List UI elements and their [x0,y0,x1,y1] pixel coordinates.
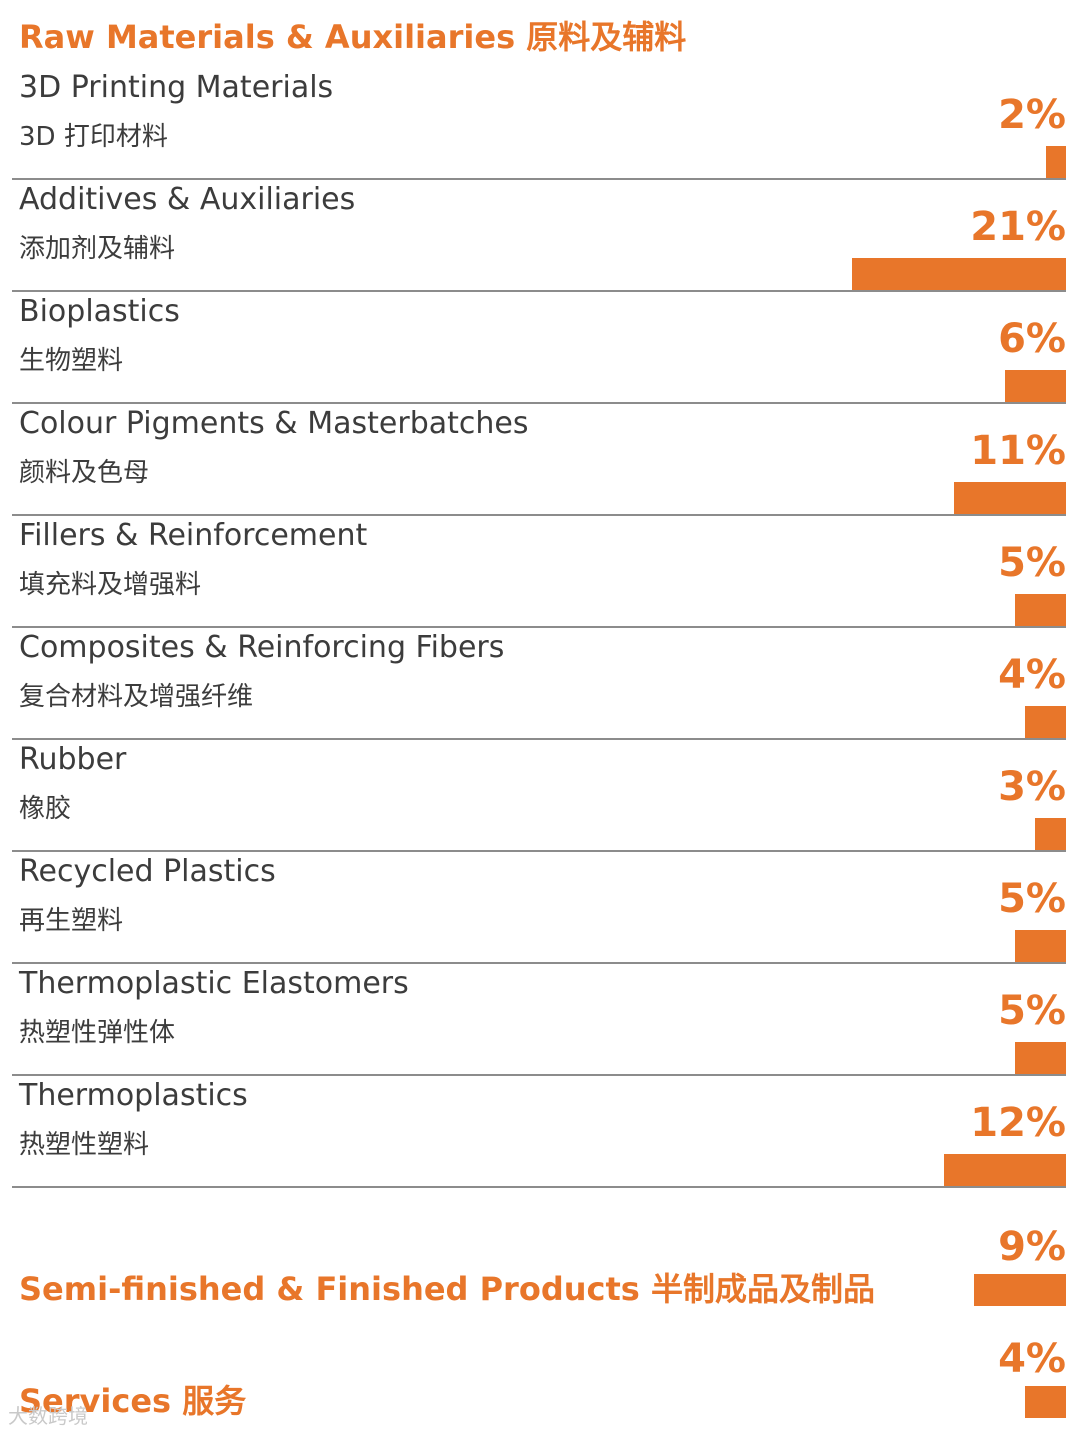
bar [1025,706,1066,738]
value-label: 3% [998,764,1066,810]
category-label-en: Colour Pigments & Masterbatches [19,406,529,441]
row-divider [12,962,1066,964]
value-label: 5% [998,988,1066,1034]
bar [1005,370,1066,402]
value-label: 5% [998,540,1066,586]
watermark-text: 大数跨境 [8,1404,88,1428]
bar [852,258,1066,290]
group-bar [974,1274,1066,1306]
row-divider [12,738,1066,740]
category-label-en: Additives & Auxiliaries [19,182,356,217]
value-label: 21% [970,204,1066,250]
bar [1015,594,1066,626]
category-label-en: Thermoplastics [19,1078,248,1113]
value-label: 5% [998,876,1066,922]
category-label-zh: 热塑性塑料 [19,1130,150,1160]
bar [954,482,1066,514]
category-label-en: Recycled Plastics [19,854,276,889]
category-label-zh: 再生塑料 [19,906,124,936]
category-row: 3D Printing Materials 3D 打印材料 2% [12,68,1066,180]
row-divider [12,850,1066,852]
bar [1046,146,1066,178]
category-label-zh: 颜料及色母 [19,458,150,488]
category-row: Thermoplastic Elastomers 热塑性弹性体 5% [12,964,1066,1076]
category-row: Colour Pigments & Masterbatches 颜料及色母 11% [12,404,1066,516]
value-label: 4% [998,652,1066,698]
category-row: Fillers & Reinforcement 填充料及增强料 5% [12,516,1066,628]
value-label: 12% [970,1100,1066,1146]
value-label: 11% [970,428,1066,474]
category-row: Recycled Plastics 再生塑料 5% [12,852,1066,964]
category-label-en: Bioplastics [19,294,180,329]
bar [944,1154,1066,1186]
category-label-en: Thermoplastic Elastomers [19,966,409,1001]
category-label-en: 3D Printing Materials [19,70,334,105]
row-divider [12,514,1066,516]
row-divider [12,626,1066,628]
category-label-zh: 添加剂及辅料 [19,234,176,264]
group-title: Semi-finished & Finished Products 半制成品及制… [19,1270,875,1308]
row-divider [12,290,1066,292]
bar [1015,930,1066,962]
value-label: 2% [998,92,1066,138]
category-row: Bioplastics 生物塑料 6% [12,292,1066,404]
category-label-zh: 复合材料及增强纤维 [19,682,254,712]
category-label-zh: 填充料及增强料 [19,570,202,600]
category-label-zh: 3D 打印材料 [19,122,168,152]
category-row: Thermoplastics 热塑性塑料 12% [12,1076,1066,1188]
raw-materials-title: Raw Materials & Auxiliaries 原料及辅料 [19,18,687,56]
group-bar [1025,1386,1066,1418]
category-label-zh: 热塑性弹性体 [19,1018,176,1048]
category-label-en: Composites & Reinforcing Fibers [19,630,505,665]
bar [1015,1042,1066,1074]
category-row: Rubber 橡胶 3% [12,740,1066,852]
category-label-zh: 橡胶 [19,794,72,824]
category-label-en: Rubber [19,742,127,777]
category-label-zh: 生物塑料 [19,346,124,376]
row-divider [12,1186,1066,1188]
category-label-en: Fillers & Reinforcement [19,518,368,553]
value-label: 6% [998,316,1066,362]
bar [1035,818,1066,850]
row-divider [12,1074,1066,1076]
group-value-label: 4% [998,1336,1066,1382]
category-row: Composites & Reinforcing Fibers 复合材料及增强纤维… [12,628,1066,740]
row-divider [12,402,1066,404]
group-title: Services 服务 [19,1382,247,1420]
category-row: Additives & Auxiliaries 添加剂及辅料 21% [12,180,1066,292]
group-value-label: 9% [998,1224,1066,1270]
row-divider [12,178,1066,180]
